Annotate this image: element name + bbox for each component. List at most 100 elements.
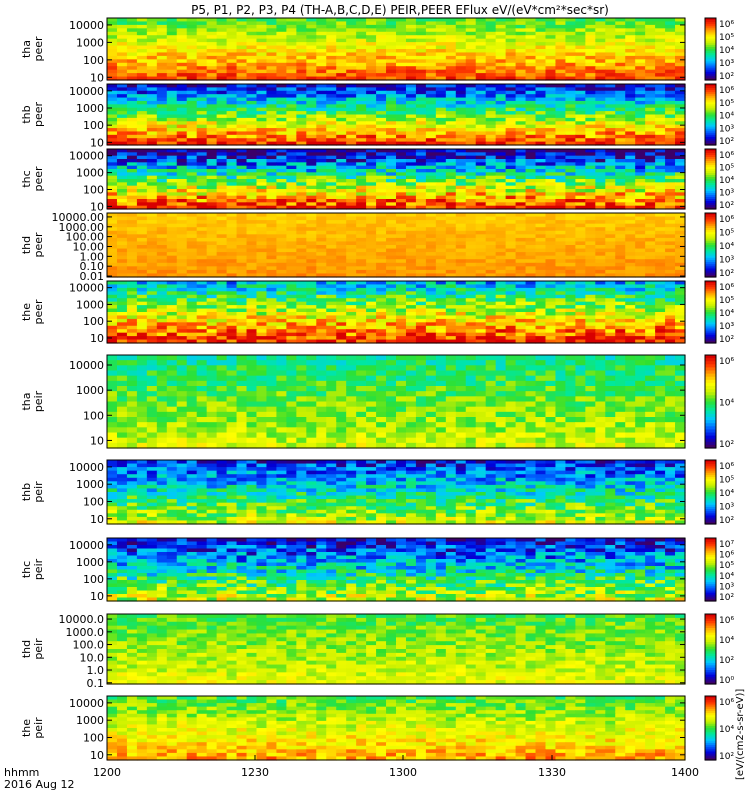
heatmap-cell [415,24,427,29]
heatmap-cell [236,152,248,157]
heatmap-cell [107,169,118,173]
heatmap-cell [256,114,268,119]
heatmap-cell [645,237,656,243]
heatmap-cell [266,255,278,260]
heatmap-cell [356,227,367,232]
heatmap-cell [266,245,278,250]
heatmap-cell [465,97,477,102]
heatmap-cell [405,35,417,40]
colorbar-swatch [705,77,716,81]
heatmap-cell [107,189,118,193]
heatmap-cell [316,165,327,170]
heatmap-cell [386,141,397,146]
colorbar-swatch [705,94,716,97]
heatmap-cell [376,134,387,139]
heatmap-cell [316,281,327,286]
heatmap-cell [575,45,586,50]
heatmap-cell [166,59,178,64]
heatmap-cell [595,262,606,267]
heatmap-cell [126,199,138,203]
heatmap-cell [126,121,138,126]
heatmap-cell [425,62,437,67]
heatmap-cell [107,121,118,126]
heatmap-cell [107,21,118,26]
heatmap-cell [435,111,447,116]
heatmap-cell [645,234,656,239]
heatmap-cell [286,255,297,260]
heatmap-cell [565,255,576,260]
heatmap-cell [386,73,397,78]
heatmap-cell [635,182,646,187]
heatmap-cell [266,220,278,225]
heatmap-cell [545,87,557,92]
heatmap-cell [525,134,537,139]
heatmap-cell [246,252,258,257]
heatmap-cell [665,21,676,26]
heatmap-cell [595,121,606,126]
heatmap-cell [625,227,636,232]
heatmap-cell [116,237,128,243]
heatmap-cell [376,220,387,225]
heatmap-cell [515,90,527,95]
heatmap-cell [336,269,347,275]
heatmap-cell [595,223,606,228]
heatmap-cell [296,172,307,177]
heatmap-cell [296,305,307,310]
heatmap-cell [206,227,218,232]
heatmap-cell [206,28,218,33]
heatmap-cell [615,90,626,95]
heatmap-cell [376,117,387,122]
heatmap-cell [625,305,636,310]
heatmap-cell [366,55,377,60]
heatmap-cell [615,298,626,303]
heatmap-cell [475,97,487,102]
heatmap-cell [336,213,347,218]
heatmap-cell [665,308,676,313]
heatmap-cell [286,35,297,40]
heatmap-cell [366,73,377,78]
heatmap-cell [266,262,278,267]
heatmap-cell [146,308,158,313]
heatmap-cell [146,149,158,153]
heatmap-cell [505,117,517,122]
heatmap-cell [645,308,656,313]
heatmap-cell [595,234,606,239]
heatmap-cell [226,104,238,109]
heatmap-cell [126,308,138,313]
heatmap-cell [346,100,357,105]
heatmap-cell [515,220,527,225]
heatmap-cell [396,185,407,190]
heatmap-cell [535,104,547,109]
heatmap-cell [495,24,507,29]
heatmap-cell [465,169,477,173]
heatmap-cell [186,24,198,29]
heatmap-cell [445,38,457,43]
heatmap-cell [166,172,178,177]
heatmap-cell [116,42,128,47]
heatmap-cell [386,18,397,23]
heatmap-cell [585,111,596,116]
heatmap-cell [226,169,238,173]
heatmap-cell [296,162,307,167]
heatmap-cell [216,38,228,43]
heatmap-cell [665,52,676,57]
heatmap-cell [505,202,517,207]
heatmap-cell [485,35,497,40]
panel-frame [106,83,686,146]
heatmap-cell [415,172,427,177]
heatmap-cell [405,87,417,92]
heatmap-cell [216,301,228,306]
heatmap-cell [415,162,427,167]
heatmap-cell [236,301,248,306]
heatmap-cell [605,149,616,153]
heatmap-cell [545,312,557,317]
heatmap-cell [296,220,307,225]
heatmap-cell [475,117,487,122]
heatmap-cell [475,245,487,250]
heatmap-cell [615,159,626,163]
heatmap-cell [386,35,397,40]
heatmap-cell [635,266,646,271]
heatmap-cell [306,216,317,221]
heatmap-cell [635,262,646,267]
heatmap-cell [107,202,118,207]
